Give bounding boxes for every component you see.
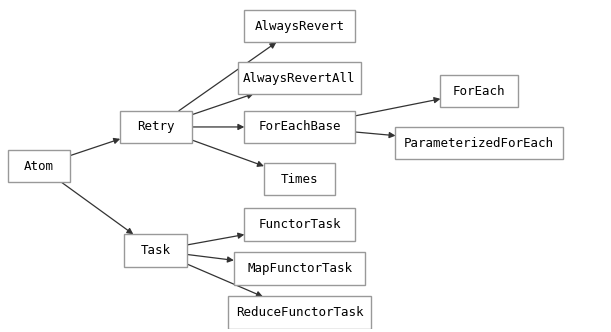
- Text: ForEach: ForEach: [453, 85, 505, 98]
- FancyBboxPatch shape: [228, 296, 371, 329]
- FancyBboxPatch shape: [440, 75, 518, 108]
- FancyBboxPatch shape: [120, 111, 192, 143]
- Text: Retry: Retry: [137, 121, 175, 133]
- FancyBboxPatch shape: [244, 208, 355, 241]
- FancyBboxPatch shape: [238, 62, 361, 94]
- Text: AlwaysRevertAll: AlwaysRevertAll: [243, 72, 356, 85]
- FancyBboxPatch shape: [7, 150, 70, 182]
- Text: Times: Times: [281, 173, 318, 186]
- FancyBboxPatch shape: [244, 111, 355, 143]
- FancyBboxPatch shape: [125, 234, 187, 267]
- FancyBboxPatch shape: [244, 10, 355, 42]
- FancyBboxPatch shape: [263, 163, 335, 195]
- FancyBboxPatch shape: [233, 252, 365, 285]
- FancyBboxPatch shape: [395, 127, 563, 159]
- Text: Task: Task: [141, 244, 171, 257]
- Text: AlwaysRevert: AlwaysRevert: [255, 20, 345, 33]
- Text: ParameterizedForEach: ParameterizedForEach: [404, 137, 554, 150]
- Text: ReduceFunctorTask: ReduceFunctorTask: [236, 306, 364, 319]
- Text: FunctorTask: FunctorTask: [258, 218, 341, 231]
- Text: Atom: Atom: [24, 159, 54, 173]
- Text: MapFunctorTask: MapFunctorTask: [247, 262, 352, 275]
- Text: ForEachBase: ForEachBase: [258, 121, 341, 133]
